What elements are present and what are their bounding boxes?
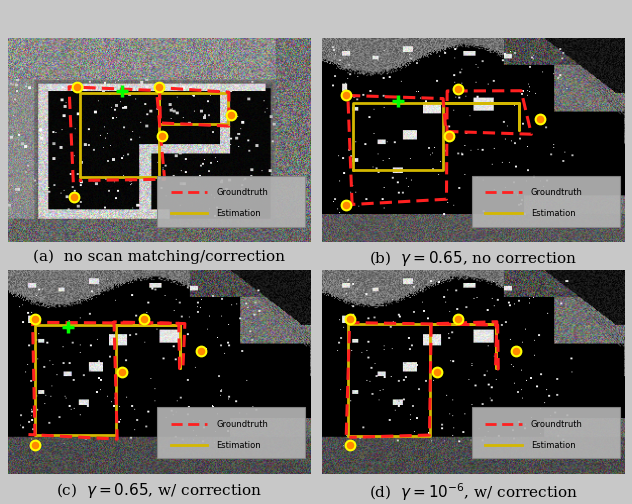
Text: Estimation: Estimation (216, 209, 260, 218)
Text: Groundtruth: Groundtruth (531, 188, 583, 197)
Text: Estimation: Estimation (531, 440, 575, 450)
FancyBboxPatch shape (472, 175, 620, 227)
Text: Groundtruth: Groundtruth (216, 420, 268, 428)
FancyBboxPatch shape (472, 407, 620, 459)
Text: (b)  $\gamma = 0.65$, no correction: (b) $\gamma = 0.65$, no correction (369, 249, 578, 269)
Text: Groundtruth: Groundtruth (531, 420, 583, 428)
FancyBboxPatch shape (157, 175, 305, 227)
Text: (c)  $\gamma = 0.65$, w/ correction: (c) $\gamma = 0.65$, w/ correction (56, 481, 262, 500)
Text: Estimation: Estimation (216, 440, 260, 450)
Text: (a)  no scan matching/correction: (a) no scan matching/correction (33, 249, 284, 264)
Text: Groundtruth: Groundtruth (216, 188, 268, 197)
FancyBboxPatch shape (157, 407, 305, 459)
Text: Estimation: Estimation (531, 209, 575, 218)
Text: (d)  $\gamma = 10^{-6}$, w/ correction: (d) $\gamma = 10^{-6}$, w/ correction (369, 481, 578, 503)
